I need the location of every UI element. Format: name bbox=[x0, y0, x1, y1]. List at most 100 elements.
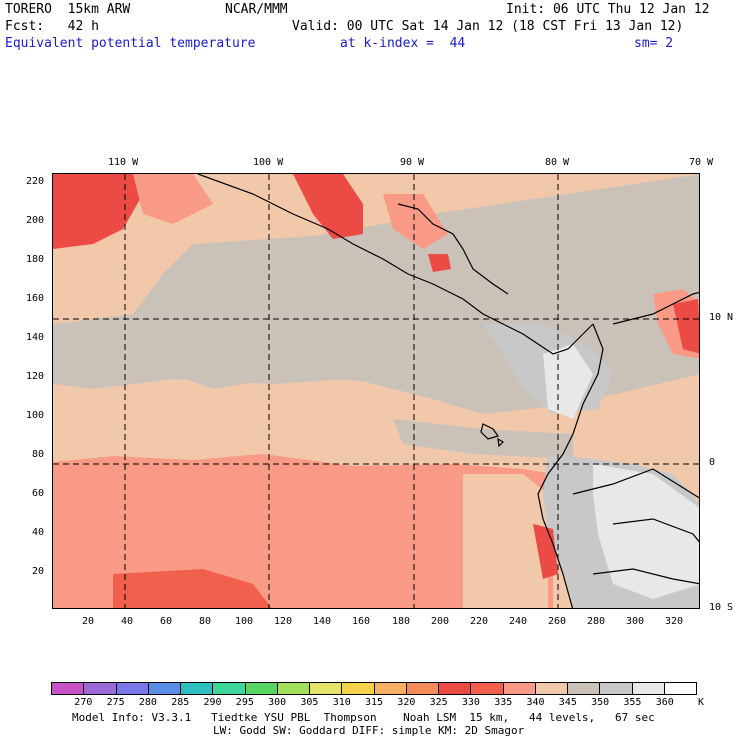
colorbar-label: 330 bbox=[461, 697, 480, 708]
colorbar-swatch bbox=[568, 683, 601, 694]
colorbar-label: 305 bbox=[300, 697, 319, 708]
red-mexico bbox=[293, 174, 363, 239]
field-name: Equivalent potential temperature bbox=[5, 36, 256, 51]
colorbar-swatch bbox=[439, 683, 472, 694]
x-label: 280 bbox=[587, 616, 606, 627]
model-info: Model Info: V3.3.1 Tiedtke YSU PBL Thomp… bbox=[72, 711, 655, 724]
lon-label-110w: 110 W bbox=[108, 157, 139, 168]
colorbar-swatch bbox=[116, 683, 149, 694]
y-label: 140 bbox=[26, 332, 45, 343]
organization: NCAR/MMM bbox=[225, 2, 288, 17]
valid-time: Valid: 00 UTC Sat 14 Jan 12 (18 CST Fri … bbox=[292, 19, 684, 34]
gray-band-mid bbox=[53, 314, 523, 404]
y-label: 120 bbox=[26, 371, 45, 382]
x-label: 140 bbox=[313, 616, 332, 627]
colorbar-unit: K bbox=[698, 697, 705, 708]
colorbar-label: 310 bbox=[332, 697, 351, 708]
colorbar-swatch bbox=[84, 683, 117, 694]
x-label: 120 bbox=[274, 616, 293, 627]
whitish-colombia bbox=[543, 344, 593, 419]
x-label: 300 bbox=[626, 616, 645, 627]
red-venezuela bbox=[673, 299, 699, 354]
y-label: 220 bbox=[26, 176, 45, 187]
y-label: 40 bbox=[32, 527, 45, 538]
salmon-south bbox=[53, 454, 553, 608]
y-label: 200 bbox=[26, 215, 45, 226]
init-time: Init: 06 UTC Thu 12 Jan 12 bbox=[506, 2, 710, 17]
colorbar-swatch bbox=[632, 683, 665, 694]
colorbar-label: 325 bbox=[429, 697, 448, 708]
colorbar-label: 335 bbox=[494, 697, 513, 708]
colorbar-swatch bbox=[600, 683, 633, 694]
x-label: 320 bbox=[665, 616, 684, 627]
y-label: 20 bbox=[32, 566, 45, 577]
y-label: 80 bbox=[32, 449, 45, 460]
white-amazon bbox=[593, 464, 699, 599]
colorbar-label: 285 bbox=[171, 697, 190, 708]
level-info: at k-index = 44 bbox=[340, 36, 466, 51]
lon-label-90w: 90 W bbox=[400, 157, 425, 168]
red-northwest bbox=[53, 174, 143, 249]
lon-label-100w: 100 W bbox=[253, 157, 284, 168]
colorbar-label: 355 bbox=[623, 697, 642, 708]
colorbar-label: 360 bbox=[655, 697, 674, 708]
colorbar-swatch bbox=[535, 683, 568, 694]
colorbar-swatch bbox=[277, 683, 310, 694]
colorbar-label: 320 bbox=[397, 697, 416, 708]
salmon-northwest bbox=[133, 174, 213, 224]
colorbar-swatch bbox=[181, 683, 214, 694]
lat-label-0: 0 bbox=[709, 457, 716, 468]
y-label: 160 bbox=[26, 293, 45, 304]
lon-label-70w: 70 W bbox=[689, 157, 714, 168]
model-name: TORERO 15km ARW bbox=[5, 2, 131, 17]
colorbar-swatch bbox=[471, 683, 504, 694]
colorbar-label: 300 bbox=[268, 697, 287, 708]
colorbar-swatch bbox=[52, 683, 85, 694]
colorbar-label: 270 bbox=[74, 697, 93, 708]
x-label: 180 bbox=[392, 616, 411, 627]
x-label: 20 bbox=[82, 616, 95, 627]
y-label: 100 bbox=[26, 410, 45, 421]
colorbar-label: 350 bbox=[591, 697, 610, 708]
red-southern-strip bbox=[113, 569, 272, 608]
latlon-grid bbox=[53, 174, 699, 608]
x-label: 160 bbox=[352, 616, 371, 627]
colorbar-label: 340 bbox=[526, 697, 545, 708]
y-label: 60 bbox=[32, 488, 45, 499]
colorbar-label: 295 bbox=[235, 697, 254, 708]
colorbar-label: 275 bbox=[106, 697, 125, 708]
colorbar-swatch bbox=[503, 683, 536, 694]
x-label: 260 bbox=[548, 616, 567, 627]
y-label: 180 bbox=[26, 254, 45, 265]
colorbar-swatch bbox=[245, 683, 278, 694]
salmon-guatemala bbox=[383, 194, 448, 249]
x-label: 240 bbox=[509, 616, 528, 627]
colorbar-swatch bbox=[310, 683, 343, 694]
smoothing-info: sm= 2 bbox=[634, 36, 674, 51]
colorbar-label: 315 bbox=[365, 697, 384, 708]
colorbar-swatch bbox=[664, 683, 696, 694]
colorbar-swatch bbox=[374, 683, 407, 694]
x-label: 60 bbox=[160, 616, 173, 627]
map-plot bbox=[52, 173, 700, 609]
x-label: 100 bbox=[235, 616, 254, 627]
colorbar-swatch bbox=[406, 683, 439, 694]
lat-label-10n: 10 N bbox=[709, 312, 734, 323]
x-label: 40 bbox=[121, 616, 134, 627]
map-svg bbox=[53, 174, 699, 608]
colorbar-swatch bbox=[213, 683, 246, 694]
red-peru-coast bbox=[533, 524, 558, 579]
colorbar-swatch bbox=[342, 683, 375, 694]
x-label: 200 bbox=[431, 616, 450, 627]
colorbar-label: 280 bbox=[138, 697, 157, 708]
physics-info: LW: Godd SW: Goddard DIFF: simple KM: 2D… bbox=[213, 724, 525, 737]
colorbar-swatch bbox=[148, 683, 181, 694]
tan-strip bbox=[463, 474, 548, 608]
gray-band-south bbox=[393, 419, 573, 459]
lon-label-80w: 80 W bbox=[545, 157, 570, 168]
colorbar bbox=[51, 682, 697, 695]
colorbar-label: 290 bbox=[203, 697, 222, 708]
colorbar-label: 345 bbox=[558, 697, 577, 708]
lat-label-10s: 10 S bbox=[709, 602, 734, 613]
x-label: 220 bbox=[470, 616, 489, 627]
